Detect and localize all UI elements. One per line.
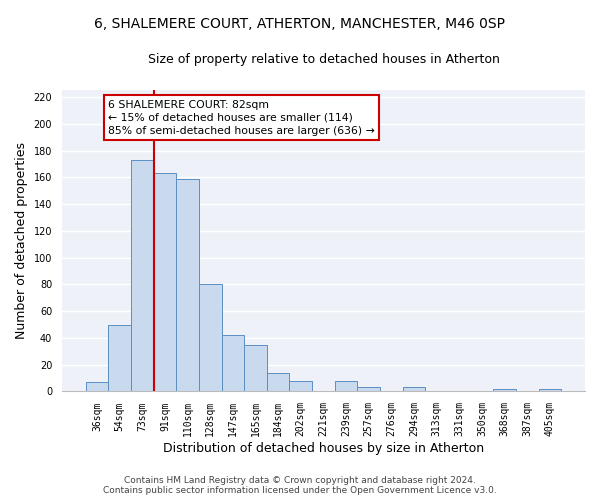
Bar	[221, 335, 244, 392]
Text: Contains HM Land Registry data © Crown copyright and database right 2024.
Contai: Contains HM Land Registry data © Crown c…	[103, 476, 497, 495]
Text: 6 SHALEMERE COURT: 82sqm
← 15% of detached houses are smaller (114)
85% of semi-: 6 SHALEMERE COURT: 82sqm ← 15% of detach…	[109, 100, 375, 136]
Bar	[244, 344, 267, 392]
Title: Size of property relative to detached houses in Atherton: Size of property relative to detached ho…	[148, 52, 499, 66]
Bar	[335, 381, 358, 392]
X-axis label: Distribution of detached houses by size in Atherton: Distribution of detached houses by size …	[163, 442, 484, 455]
Bar	[358, 388, 380, 392]
Bar	[539, 389, 561, 392]
Bar	[403, 388, 425, 392]
Bar	[493, 389, 516, 392]
Bar	[86, 382, 109, 392]
Bar	[199, 284, 221, 392]
Bar	[289, 381, 312, 392]
Bar	[109, 324, 131, 392]
Bar	[154, 174, 176, 392]
Text: 6, SHALEMERE COURT, ATHERTON, MANCHESTER, M46 0SP: 6, SHALEMERE COURT, ATHERTON, MANCHESTER…	[95, 18, 505, 32]
Bar	[131, 160, 154, 392]
Bar	[176, 178, 199, 392]
Y-axis label: Number of detached properties: Number of detached properties	[15, 142, 28, 340]
Bar	[267, 372, 289, 392]
